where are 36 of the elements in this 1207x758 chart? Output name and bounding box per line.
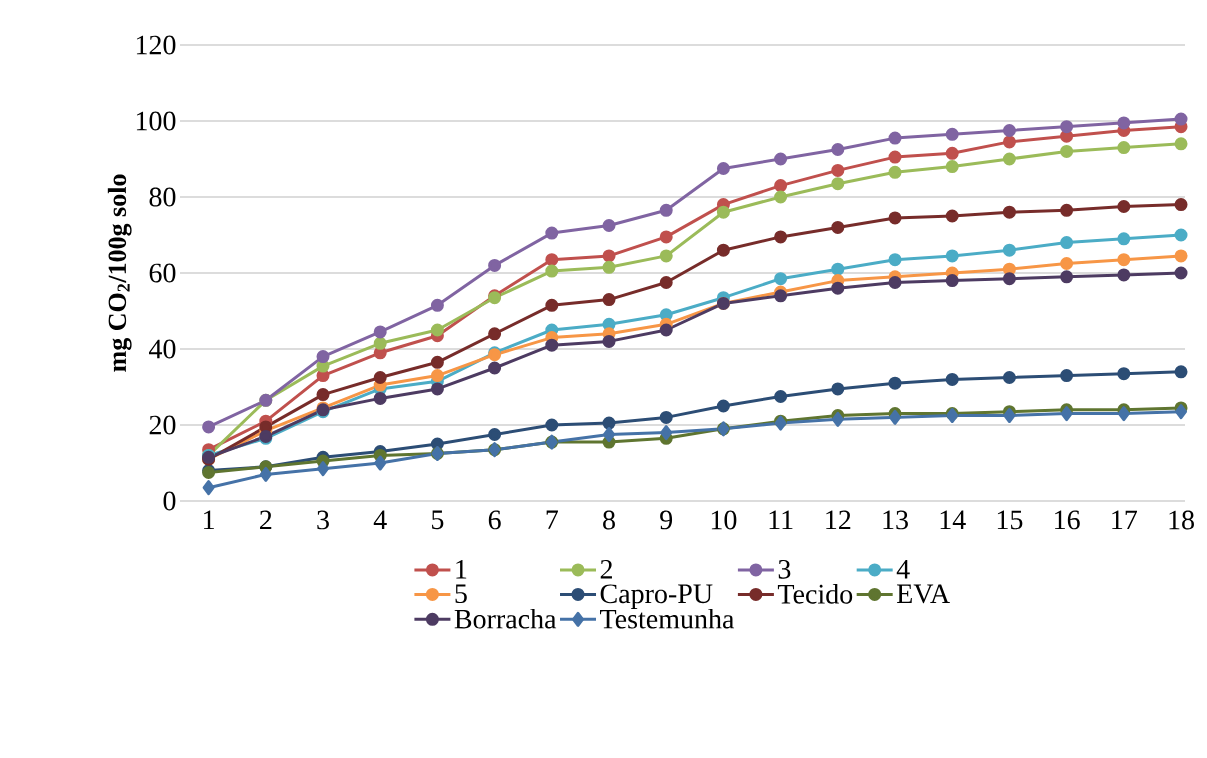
x-tick-label: 9	[660, 510, 673, 530]
x-tick-label: 6	[488, 510, 501, 530]
x-tick-label: 5	[432, 510, 444, 530]
x-tick-label: 2	[260, 510, 272, 530]
x-tick-label: 7	[546, 510, 558, 529]
y-tick-label: 80	[149, 187, 176, 207]
legend-label: Testemunha	[600, 608, 735, 629]
x-tick-label: 18	[1169, 510, 1194, 530]
legend-label: 1	[456, 559, 467, 579]
legend-label: 2	[600, 559, 612, 579]
x-tick-label: 4	[373, 510, 387, 529]
x-tick-label: 8	[603, 510, 615, 530]
y-tick-label: 60	[149, 263, 176, 283]
x-tick-label: 10	[711, 510, 737, 530]
y-tick-label: 120	[136, 35, 176, 55]
legend-label: 3	[778, 559, 791, 579]
x-tick-label: 16	[1055, 510, 1080, 530]
legend-label: 4	[896, 559, 910, 579]
x-tick-label: 17	[1112, 510, 1138, 530]
legend-label: EVA	[896, 584, 950, 604]
x-tick-label: 14	[940, 510, 966, 530]
y-tick-label: 0	[163, 491, 176, 511]
y-tick-label: 40	[149, 339, 176, 359]
legend-label: Tecido	[777, 583, 853, 604]
x-tick-label: 3	[317, 510, 329, 530]
legend-label: Capro-PU	[600, 584, 713, 609]
legend-label: 5	[455, 584, 467, 604]
y-tick-label: 20	[149, 415, 176, 435]
y-axis-title: mg CO$_{2}$/100g solo	[107, 174, 132, 372]
legend-label: Borracha	[454, 608, 557, 629]
x-tick-label: 11	[769, 510, 793, 530]
x-tick-label: 13	[883, 510, 908, 530]
x-tick-label: 15	[997, 510, 1023, 530]
x-tick-label: 1	[204, 510, 214, 530]
x-tick-label: 12	[826, 510, 851, 530]
y-tick-label: 100	[136, 111, 176, 131]
